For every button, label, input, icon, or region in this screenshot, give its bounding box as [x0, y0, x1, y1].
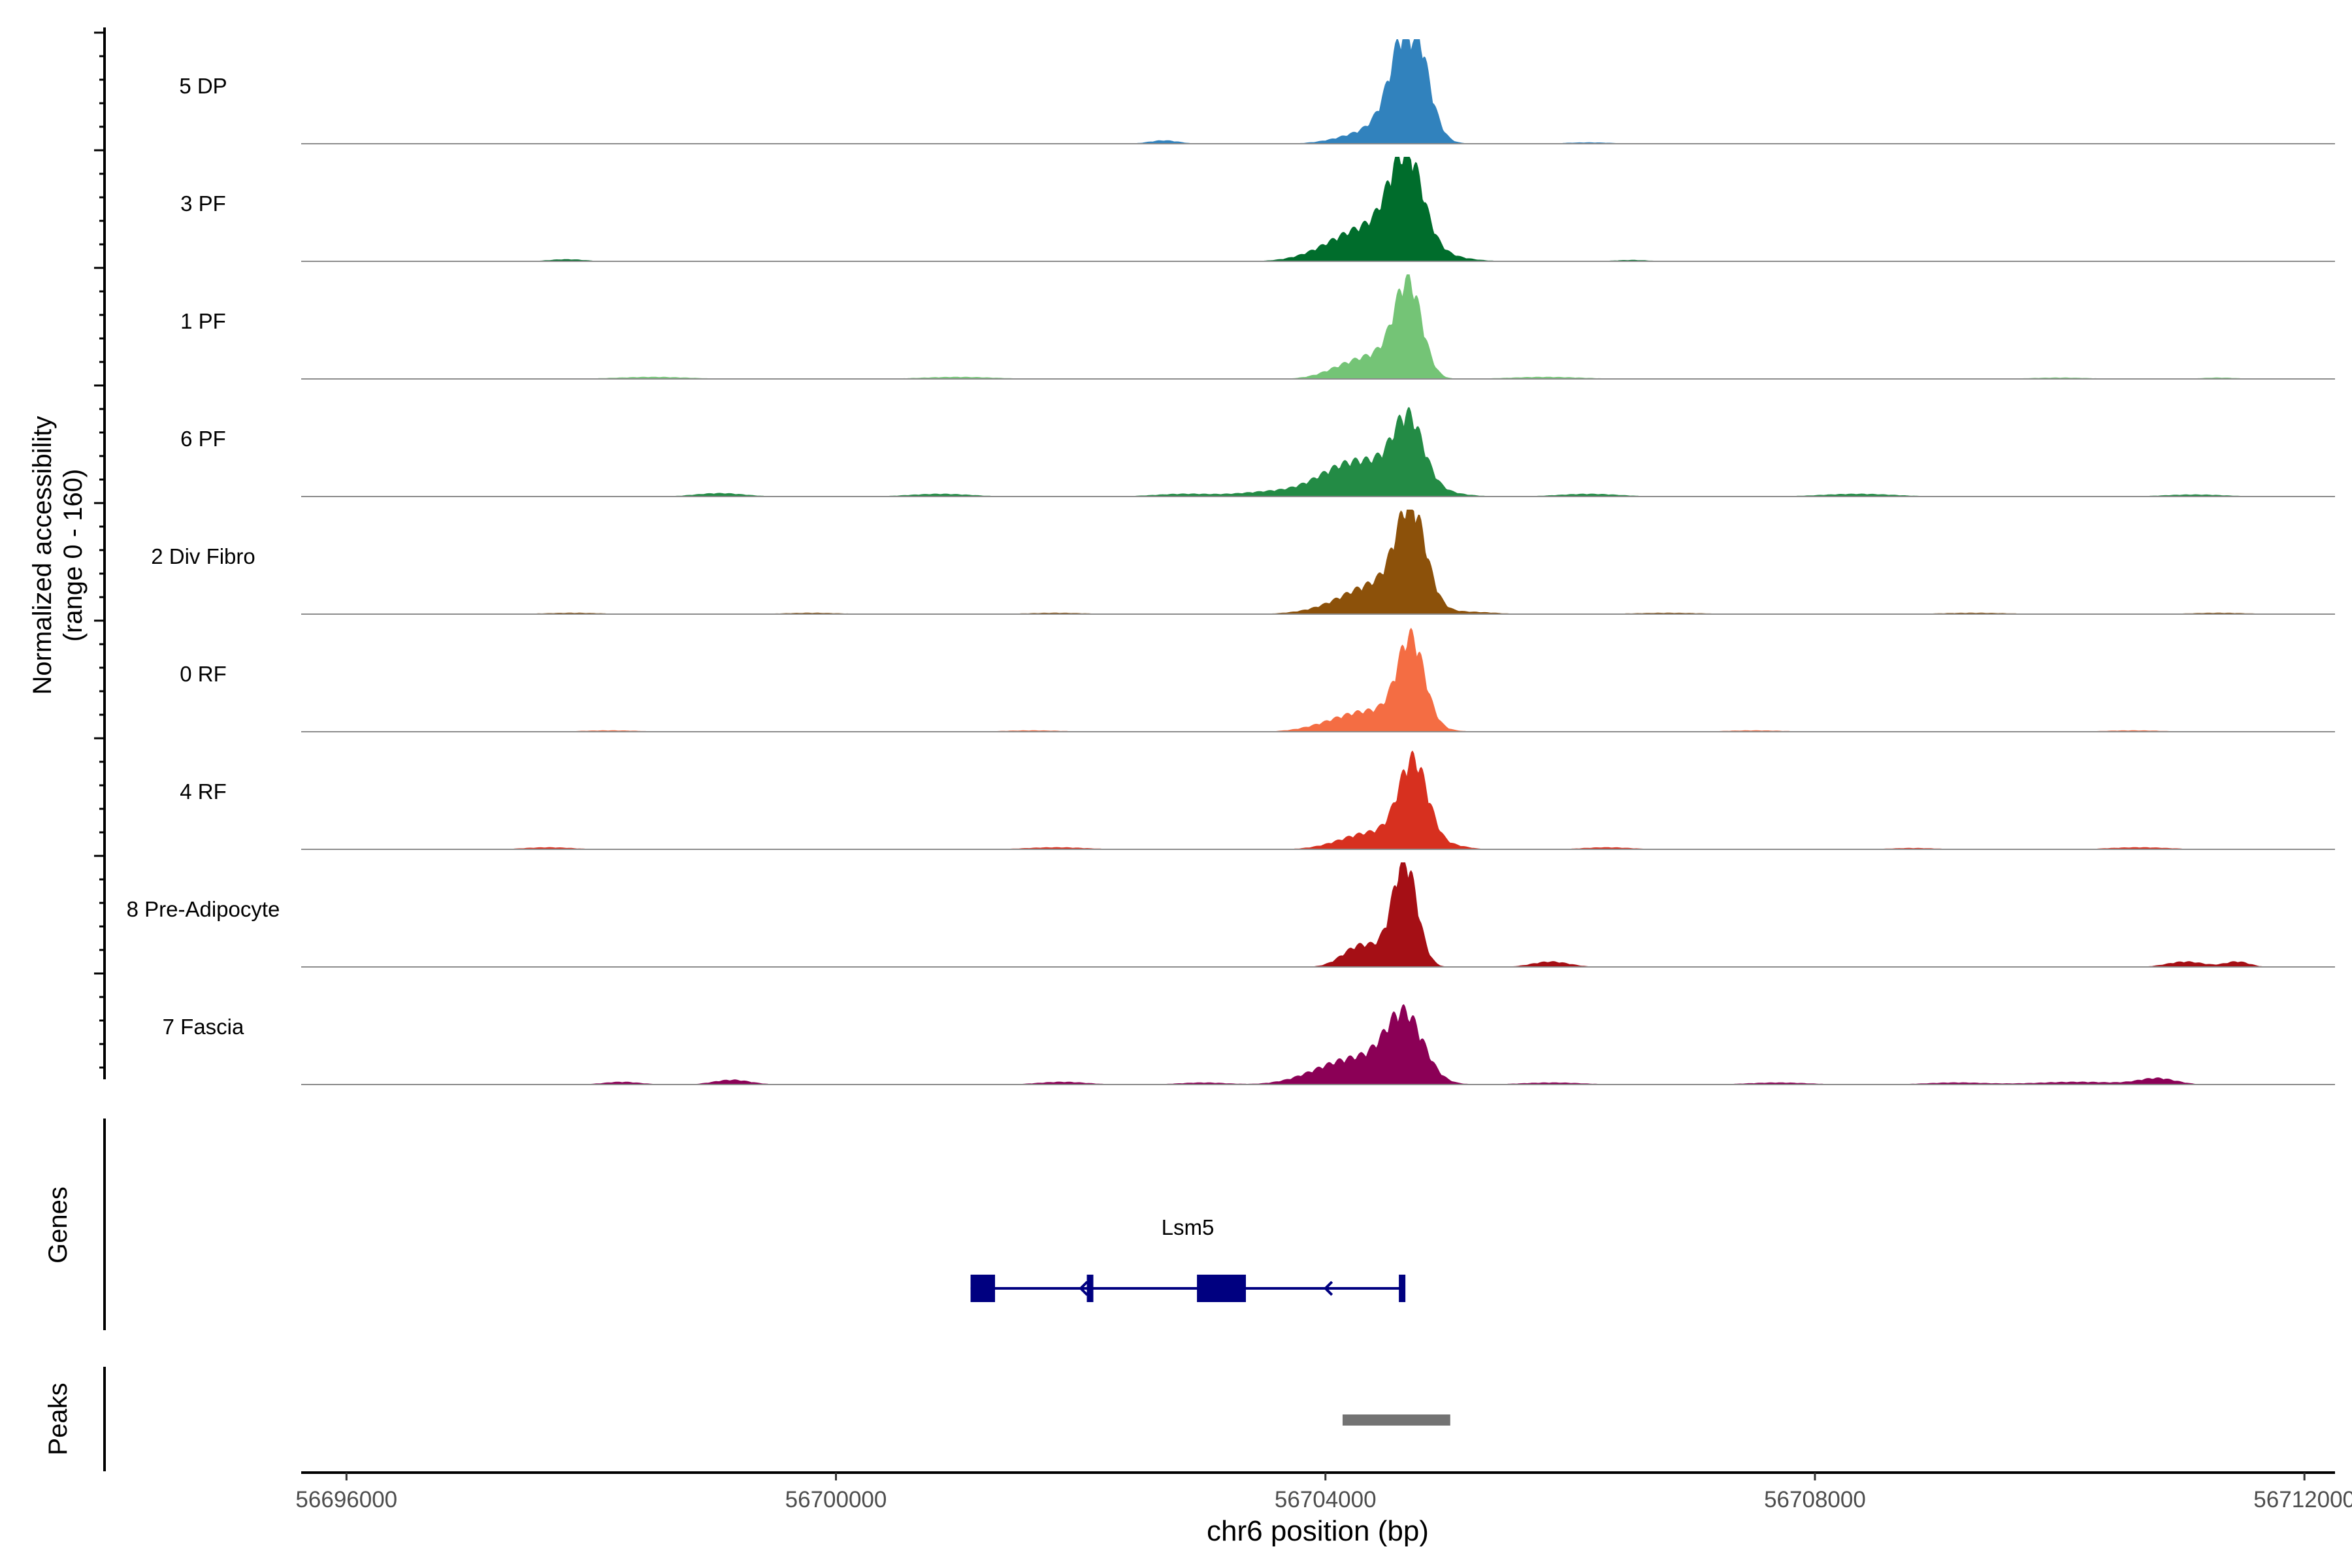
genes-track-title: Genes	[44, 1186, 73, 1264]
coverage-area	[301, 157, 2335, 261]
track-6: 0 RF	[180, 627, 2335, 732]
track-9: 7 Fascia	[163, 1004, 2335, 1085]
track-2: 3 PF	[180, 157, 2335, 262]
track-7: 4 RF	[180, 750, 2335, 850]
track-label: 0 RF	[180, 662, 227, 686]
track-1: 5 DP	[179, 39, 2335, 144]
coverage-area	[301, 39, 2335, 144]
gene-exon	[1399, 1275, 1406, 1302]
x-tick-label: 56704000	[1275, 1487, 1377, 1512]
coverage-area	[301, 510, 2335, 614]
accessibility-tracks: 5 DP 3 PF 1 PF 6 PF 2 Div Fibro 0 RF 4 RF 8 Pre…	[127, 39, 2335, 1085]
track-label: 7 Fascia	[163, 1015, 244, 1039]
coverage-area	[301, 274, 2335, 379]
x-tick-label: 56696000	[295, 1487, 397, 1512]
peak-region	[1342, 1414, 1450, 1426]
x-tick-label: 56708000	[1764, 1487, 1866, 1512]
track-label: 4 RF	[180, 779, 227, 804]
track-3: 1 PF	[180, 274, 2335, 380]
track-label: 5 DP	[179, 74, 227, 98]
x-axis-title: chr6 position (bp)	[1207, 1515, 1429, 1547]
track-4: 6 PF	[180, 407, 2335, 497]
gene-model: Lsm5	[970, 1215, 1406, 1302]
peak-regions	[1342, 1414, 1450, 1426]
coverage-area	[301, 407, 2335, 497]
coverage-y-axis-ticks	[94, 31, 105, 1069]
track-label: 6 PF	[180, 427, 226, 451]
track-5: 2 Div Fibro	[151, 510, 2335, 615]
track-label: 3 PF	[180, 191, 226, 216]
peaks-track-title: Peaks	[44, 1382, 73, 1455]
gene-exon	[1086, 1275, 1094, 1302]
gene-exon	[970, 1275, 996, 1302]
y-axis-title-line1: Normalized accessibility	[28, 416, 57, 695]
strand-arrow	[1323, 1281, 1333, 1296]
gene-exon	[1197, 1275, 1246, 1302]
track-label: 2 Div Fibro	[151, 544, 255, 568]
strand-arrow	[1079, 1281, 1088, 1296]
coverage-area	[301, 627, 2335, 732]
y-axis-title-line2: (range 0 - 160)	[59, 469, 88, 642]
track-8: 8 Pre-Adipocyte	[127, 862, 2335, 968]
x-tick-label: 56700000	[785, 1487, 887, 1512]
gene-label: Lsm5	[1162, 1215, 1215, 1239]
track-label: 8 Pre-Adipocyte	[127, 897, 280, 921]
coverage-area	[301, 1004, 2335, 1085]
x-axis-ticks: 56696000 56700000 56704000 56708000 56712000	[295, 1473, 2352, 1512]
coverage-area	[301, 862, 2335, 967]
track-label: 1 PF	[180, 309, 226, 333]
x-tick-label: 56712000	[2253, 1487, 2352, 1512]
coverage-area	[301, 750, 2335, 849]
